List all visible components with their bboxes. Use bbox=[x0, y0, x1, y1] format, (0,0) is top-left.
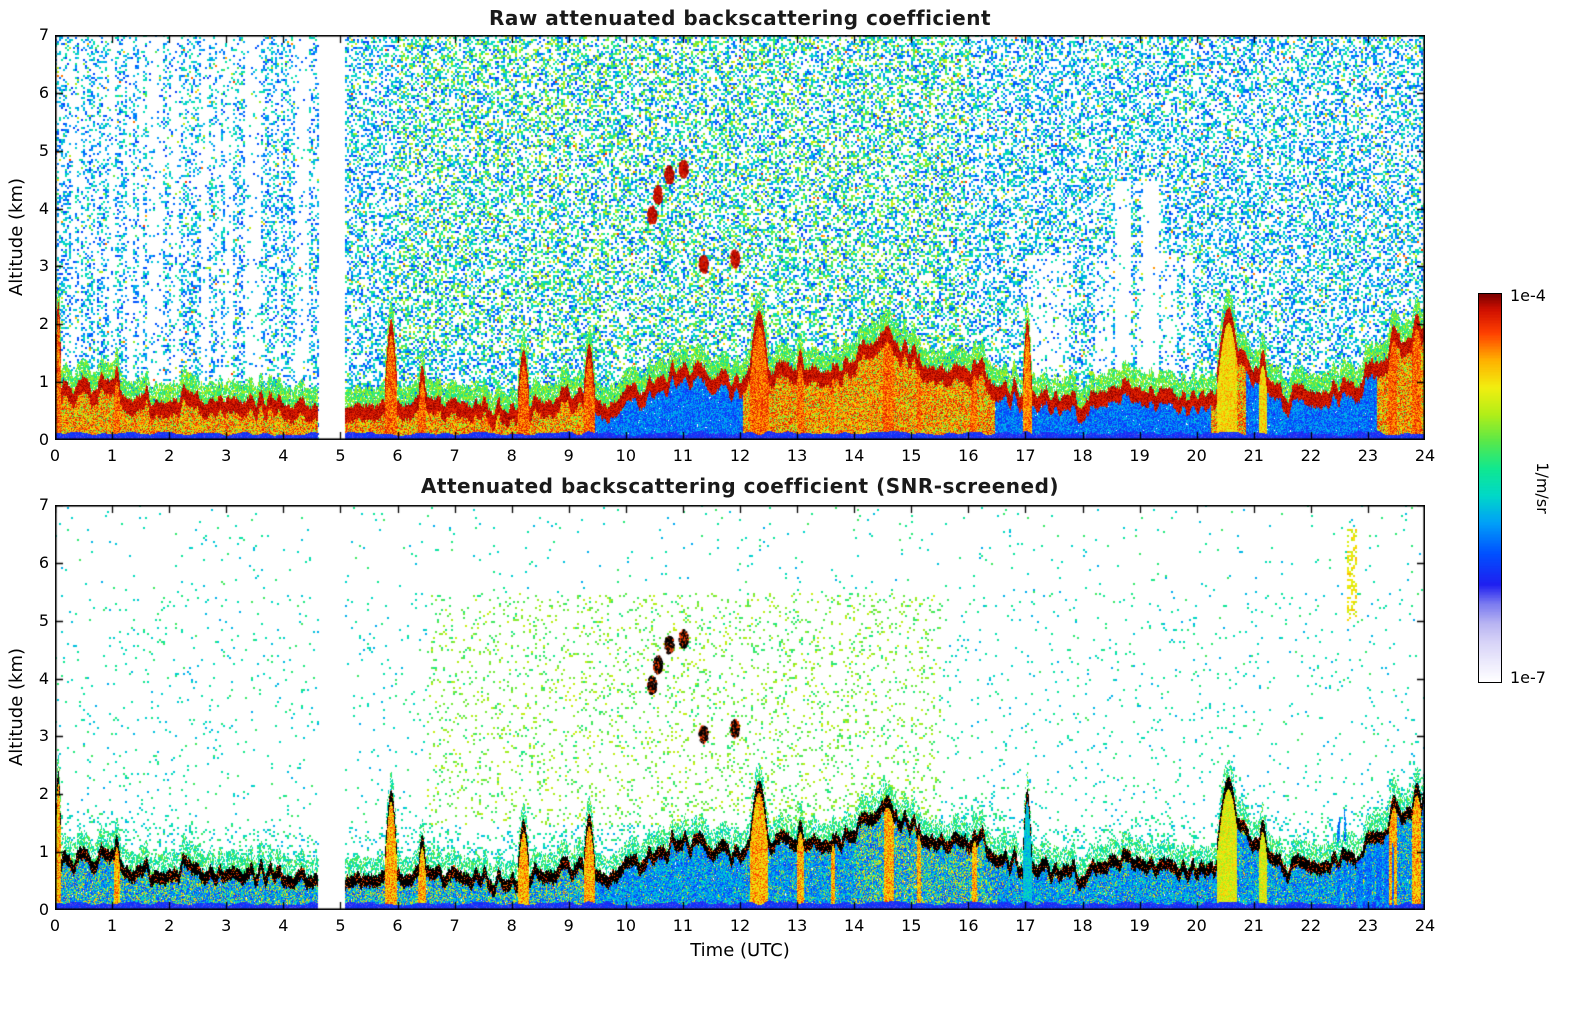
colorbar-max-label: 1e-4 bbox=[1510, 286, 1546, 305]
x-tick-label: 4 bbox=[278, 916, 289, 935]
raw-backscatter-heatmap bbox=[55, 35, 1425, 440]
x-tick-label: 3 bbox=[221, 916, 232, 935]
x-tick-label: 0 bbox=[49, 446, 61, 465]
colorbar-units-label: 1/m/sr bbox=[1533, 462, 1552, 514]
x-tick-label: 5 bbox=[335, 446, 346, 465]
screened-backscatter-heatmap bbox=[55, 505, 1425, 910]
x-tick-label: 13 bbox=[786, 916, 808, 935]
x-tick-label: 21 bbox=[1243, 916, 1264, 935]
x-tick-label: 1 bbox=[106, 446, 118, 465]
x-tick-label: 9 bbox=[563, 446, 574, 465]
y-tick-label: 3 bbox=[38, 726, 49, 746]
y-tick-label: 1 bbox=[38, 842, 49, 862]
x-tick-label: 7 bbox=[449, 446, 460, 465]
x-tick-label: 21 bbox=[1243, 446, 1264, 465]
x-tick-label: 2 bbox=[164, 916, 175, 935]
x-tick-label: 20 bbox=[1186, 916, 1207, 935]
x-tick-label: 1 bbox=[106, 916, 118, 935]
x-tick-label: 0 bbox=[49, 916, 61, 935]
x-tick-label: 19 bbox=[1129, 916, 1150, 935]
colorbar bbox=[1478, 293, 1502, 683]
x-tick-label: 14 bbox=[843, 446, 865, 465]
x-tick-label: 13 bbox=[786, 446, 808, 465]
y-tick-label: 3 bbox=[38, 256, 49, 276]
x-tick-label: 19 bbox=[1129, 446, 1150, 465]
x-tick-label: 20 bbox=[1186, 446, 1207, 465]
x-tick-label: 24 bbox=[1414, 916, 1436, 935]
x-tick-label: 23 bbox=[1357, 916, 1379, 935]
y-tick-label: 4 bbox=[38, 198, 49, 218]
bottom-panel-title: Attenuated backscattering coefficient (S… bbox=[420, 474, 1060, 498]
x-tick-label: 8 bbox=[506, 916, 517, 935]
x-tick-label: 11 bbox=[672, 446, 694, 465]
x-tick-label: 9 bbox=[563, 916, 574, 935]
x-tick-label: 4 bbox=[278, 446, 289, 465]
y-tick-label: 7 bbox=[38, 495, 49, 514]
x-tick-label: 18 bbox=[1072, 916, 1093, 935]
y-tick-label: 5 bbox=[38, 140, 49, 160]
x-tick-label: 7 bbox=[449, 916, 460, 935]
bottom-y-axis-label: Altitude (km) bbox=[6, 647, 27, 767]
top-y-axis-label: Altitude (km) bbox=[6, 177, 27, 297]
x-tick-label: 12 bbox=[729, 446, 751, 465]
x-tick-label: 18 bbox=[1072, 446, 1093, 465]
y-tick-label: 1 bbox=[38, 372, 49, 392]
y-tick-label: 2 bbox=[38, 314, 49, 334]
x-tick-label: 16 bbox=[958, 916, 979, 935]
x-tick-label: 15 bbox=[901, 916, 922, 935]
x-tick-label: 17 bbox=[1015, 916, 1036, 935]
x-tick-label: 5 bbox=[335, 916, 346, 935]
x-tick-label: 3 bbox=[221, 446, 232, 465]
x-tick-label: 23 bbox=[1357, 446, 1379, 465]
x-tick-label: 10 bbox=[615, 446, 636, 465]
y-tick-label: 6 bbox=[38, 82, 49, 102]
x-tick-label: 11 bbox=[672, 916, 694, 935]
x-tick-label: 15 bbox=[901, 446, 922, 465]
y-tick-label: 0 bbox=[38, 900, 49, 919]
x-tick-label: 17 bbox=[1015, 446, 1036, 465]
top-panel-title: Raw attenuated backscattering coefficien… bbox=[488, 6, 992, 30]
x-tick-label: 22 bbox=[1300, 446, 1321, 465]
y-tick-label: 4 bbox=[38, 668, 49, 688]
y-tick-label: 6 bbox=[38, 552, 49, 572]
x-tick-label: 16 bbox=[958, 446, 979, 465]
x-tick-label: 6 bbox=[392, 446, 403, 465]
x-tick-label: 22 bbox=[1300, 916, 1321, 935]
x-tick-label: 6 bbox=[392, 916, 403, 935]
y-tick-label: 0 bbox=[38, 430, 49, 449]
x-tick-label: 2 bbox=[164, 446, 175, 465]
x-axis-label: Time (UTC) bbox=[690, 940, 790, 961]
x-tick-label: 8 bbox=[506, 446, 517, 465]
x-tick-label: 24 bbox=[1414, 446, 1436, 465]
x-tick-label: 14 bbox=[843, 916, 865, 935]
colorbar-min-label: 1e-7 bbox=[1510, 668, 1546, 687]
y-tick-label: 2 bbox=[38, 784, 49, 804]
y-tick-label: 7 bbox=[38, 25, 49, 44]
x-tick-label: 10 bbox=[615, 916, 636, 935]
y-tick-label: 5 bbox=[38, 610, 49, 630]
x-tick-label: 12 bbox=[729, 916, 751, 935]
